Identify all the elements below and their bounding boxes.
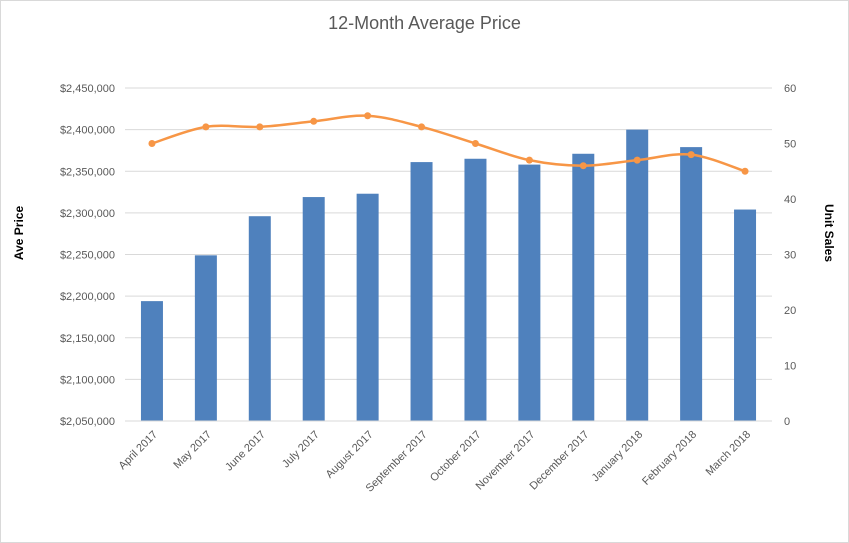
unit-sales-point [202,123,210,131]
y-tick-label-left: $2,350,000 [60,166,115,178]
y-tick-label-left: $2,400,000 [60,125,115,137]
x-tick-label: August 2017 [324,429,376,481]
y-tick-label-right: 10 [784,361,796,373]
x-tick-label: June 2017 [223,429,268,474]
y-tick-label-right: 30 [784,250,796,262]
bar [464,158,487,421]
x-tick-label: January 2018 [590,429,646,485]
y-tick-label-left: $2,150,000 [60,333,115,345]
bar [518,164,541,421]
y-tick-label-left: $2,300,000 [60,208,115,220]
bar [356,193,379,421]
y-tick-label-right: 20 [784,305,796,317]
y-tick-label-right: 40 [784,194,796,206]
y-tick-label-left: $2,250,000 [60,250,115,262]
unit-sales-point [310,117,318,125]
unit-sales-point [471,140,479,147]
x-tick-label: February 2018 [640,429,699,488]
y-tick-label-left: $2,450,000 [60,83,115,95]
bar [680,147,703,422]
bar [734,209,757,421]
y-tick-label-left: $2,100,000 [60,374,115,386]
bar [572,153,595,421]
bar [302,197,325,421]
unit-sales-point [148,140,156,147]
x-tick-label: May 2017 [171,429,214,472]
x-tick-label: April 2017 [117,429,161,473]
unit-sales-point [256,123,264,131]
unit-sales-point [687,151,695,159]
unit-sales-point [525,156,533,164]
bar [410,162,433,421]
y-tick-label-left: $2,050,000 [60,416,115,428]
unit-sales-point [741,167,749,175]
x-tick-label: December 2017 [528,429,592,493]
y-tick-label-left: $2,200,000 [60,291,115,303]
bar [626,129,649,421]
chart-title: 12-Month Average Price [328,13,521,33]
unit-sales-point [579,162,587,170]
x-tick-label: October 2017 [428,429,484,485]
unit-sales-line [151,114,746,173]
bar [194,255,217,421]
x-tick-label: July 2017 [280,429,322,471]
bar [248,216,271,421]
y-tick-label-right: 60 [784,83,796,95]
unit-sales-point [364,112,372,120]
unit-sales-point [633,156,641,164]
y-tick-label-right: 0 [784,416,790,428]
x-tick-label: March 2018 [704,429,754,479]
unit-sales-point [418,123,426,131]
y-tick-label-right: 50 [784,139,796,151]
bar [140,301,163,421]
